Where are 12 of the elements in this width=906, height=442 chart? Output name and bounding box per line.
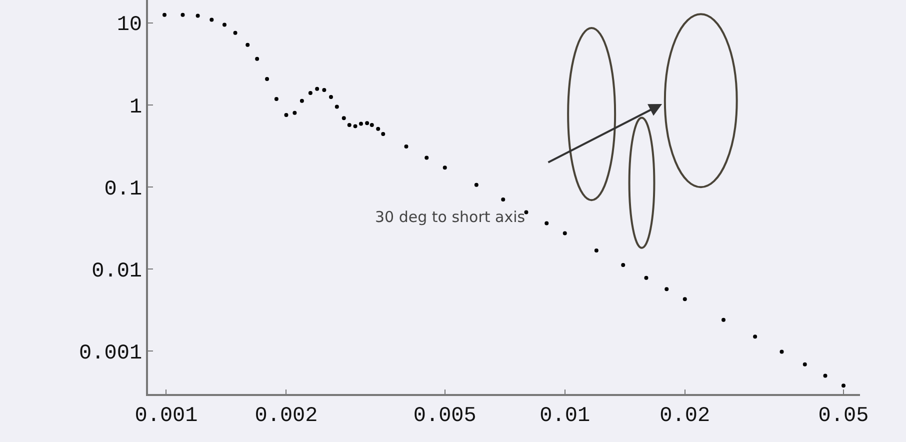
x-tick-label: 0.005 [413, 404, 476, 428]
y-tick-label: 1 [129, 96, 142, 120]
x-tick-label: 0.02 [660, 404, 710, 428]
x-tick-label: 0.01 [540, 404, 590, 428]
x-tick-label: 0.05 [818, 404, 869, 428]
y-tick-label: 10 [116, 14, 142, 38]
y-tick-label: 0.01 [92, 260, 142, 284]
y-tick-label: 0.001 [79, 342, 142, 366]
x-tick-label: 0.001 [134, 404, 198, 428]
y-tick-label: 0.1 [104, 178, 142, 202]
annotation: 30 deg to short axis [375, 208, 526, 226]
x-tick-label: 0.002 [254, 404, 318, 428]
